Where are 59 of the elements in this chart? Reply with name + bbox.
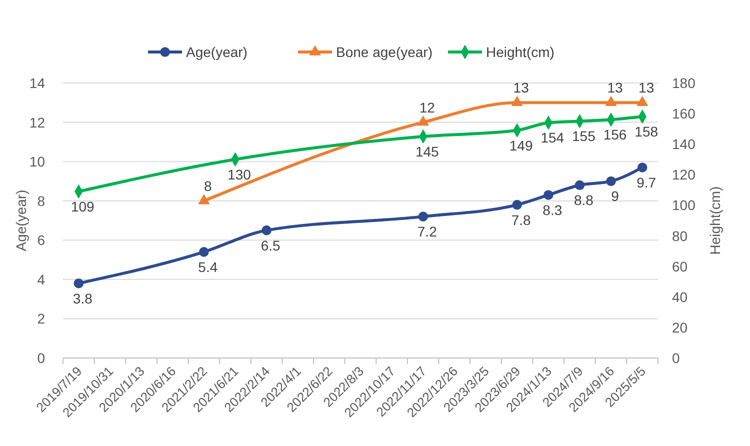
y2-tick-label: 60 xyxy=(672,258,688,274)
point xyxy=(512,200,522,210)
data-label: 13 xyxy=(513,80,530,96)
y2-tick-label: 140 xyxy=(672,136,696,152)
data-label: 149 xyxy=(509,137,533,154)
data-label: 9 xyxy=(611,188,620,204)
y-tick-label: 10 xyxy=(29,154,46,170)
data-label: 8.3 xyxy=(542,202,562,218)
y2-tick-label: 0 xyxy=(672,350,680,366)
data-label: 7.2 xyxy=(417,224,438,240)
y2-tick-label: 180 xyxy=(672,75,696,91)
point xyxy=(417,115,430,126)
y-tick-label: 8 xyxy=(37,192,46,209)
data-label: 5.4 xyxy=(198,258,218,275)
y2-tick-label: 20 xyxy=(672,319,688,336)
y2-tick-label: 80 xyxy=(672,228,688,244)
y-tick-label: 4 xyxy=(37,271,46,288)
data-label: 156 xyxy=(603,126,627,143)
point xyxy=(637,162,648,172)
data-label: 13 xyxy=(638,80,654,96)
y2-axis-title: Height(cm) xyxy=(707,186,723,255)
point xyxy=(199,247,209,257)
point xyxy=(574,180,585,190)
y-axis-title: Age(year) xyxy=(13,190,29,252)
data-label: 6.5 xyxy=(260,237,280,254)
point xyxy=(198,194,210,204)
point xyxy=(74,278,84,288)
data-label: 158 xyxy=(634,124,658,140)
data-label: 130 xyxy=(228,166,252,182)
y-tick-label: 6 xyxy=(37,232,46,248)
legend-label: Bone age(year) xyxy=(336,44,433,60)
data-label: 12 xyxy=(419,99,436,116)
data-label: 8.8 xyxy=(574,192,594,208)
data-label: 13 xyxy=(607,80,624,96)
y2-tick-label: 40 xyxy=(672,288,688,305)
data-label: 8 xyxy=(204,178,212,194)
y-tick-label: 2 xyxy=(37,310,46,327)
y-tick-label: 14 xyxy=(29,75,46,91)
point xyxy=(605,96,617,106)
data-label: 7.8 xyxy=(511,212,532,228)
data-label: 3.8 xyxy=(72,290,93,306)
data-label: 145 xyxy=(415,143,440,160)
point xyxy=(606,176,616,186)
point xyxy=(418,212,428,222)
y2-tick-label: 120 xyxy=(672,166,696,183)
y2-tick-label: 100 xyxy=(672,197,696,214)
point xyxy=(544,190,554,200)
data-label: 9.7 xyxy=(636,174,656,190)
point xyxy=(511,96,523,106)
data-label: 109 xyxy=(70,198,95,214)
data-label: 155 xyxy=(572,128,596,144)
legend-label: Age(year) xyxy=(186,44,248,60)
y2-tick-label: 160 xyxy=(672,106,696,122)
legend-label: Height(cm) xyxy=(486,44,554,60)
data-label: 154 xyxy=(540,130,564,146)
y-tick-label: 0 xyxy=(37,350,46,366)
point xyxy=(262,225,272,236)
y-tick-label: 12 xyxy=(29,114,46,130)
point xyxy=(636,96,648,106)
